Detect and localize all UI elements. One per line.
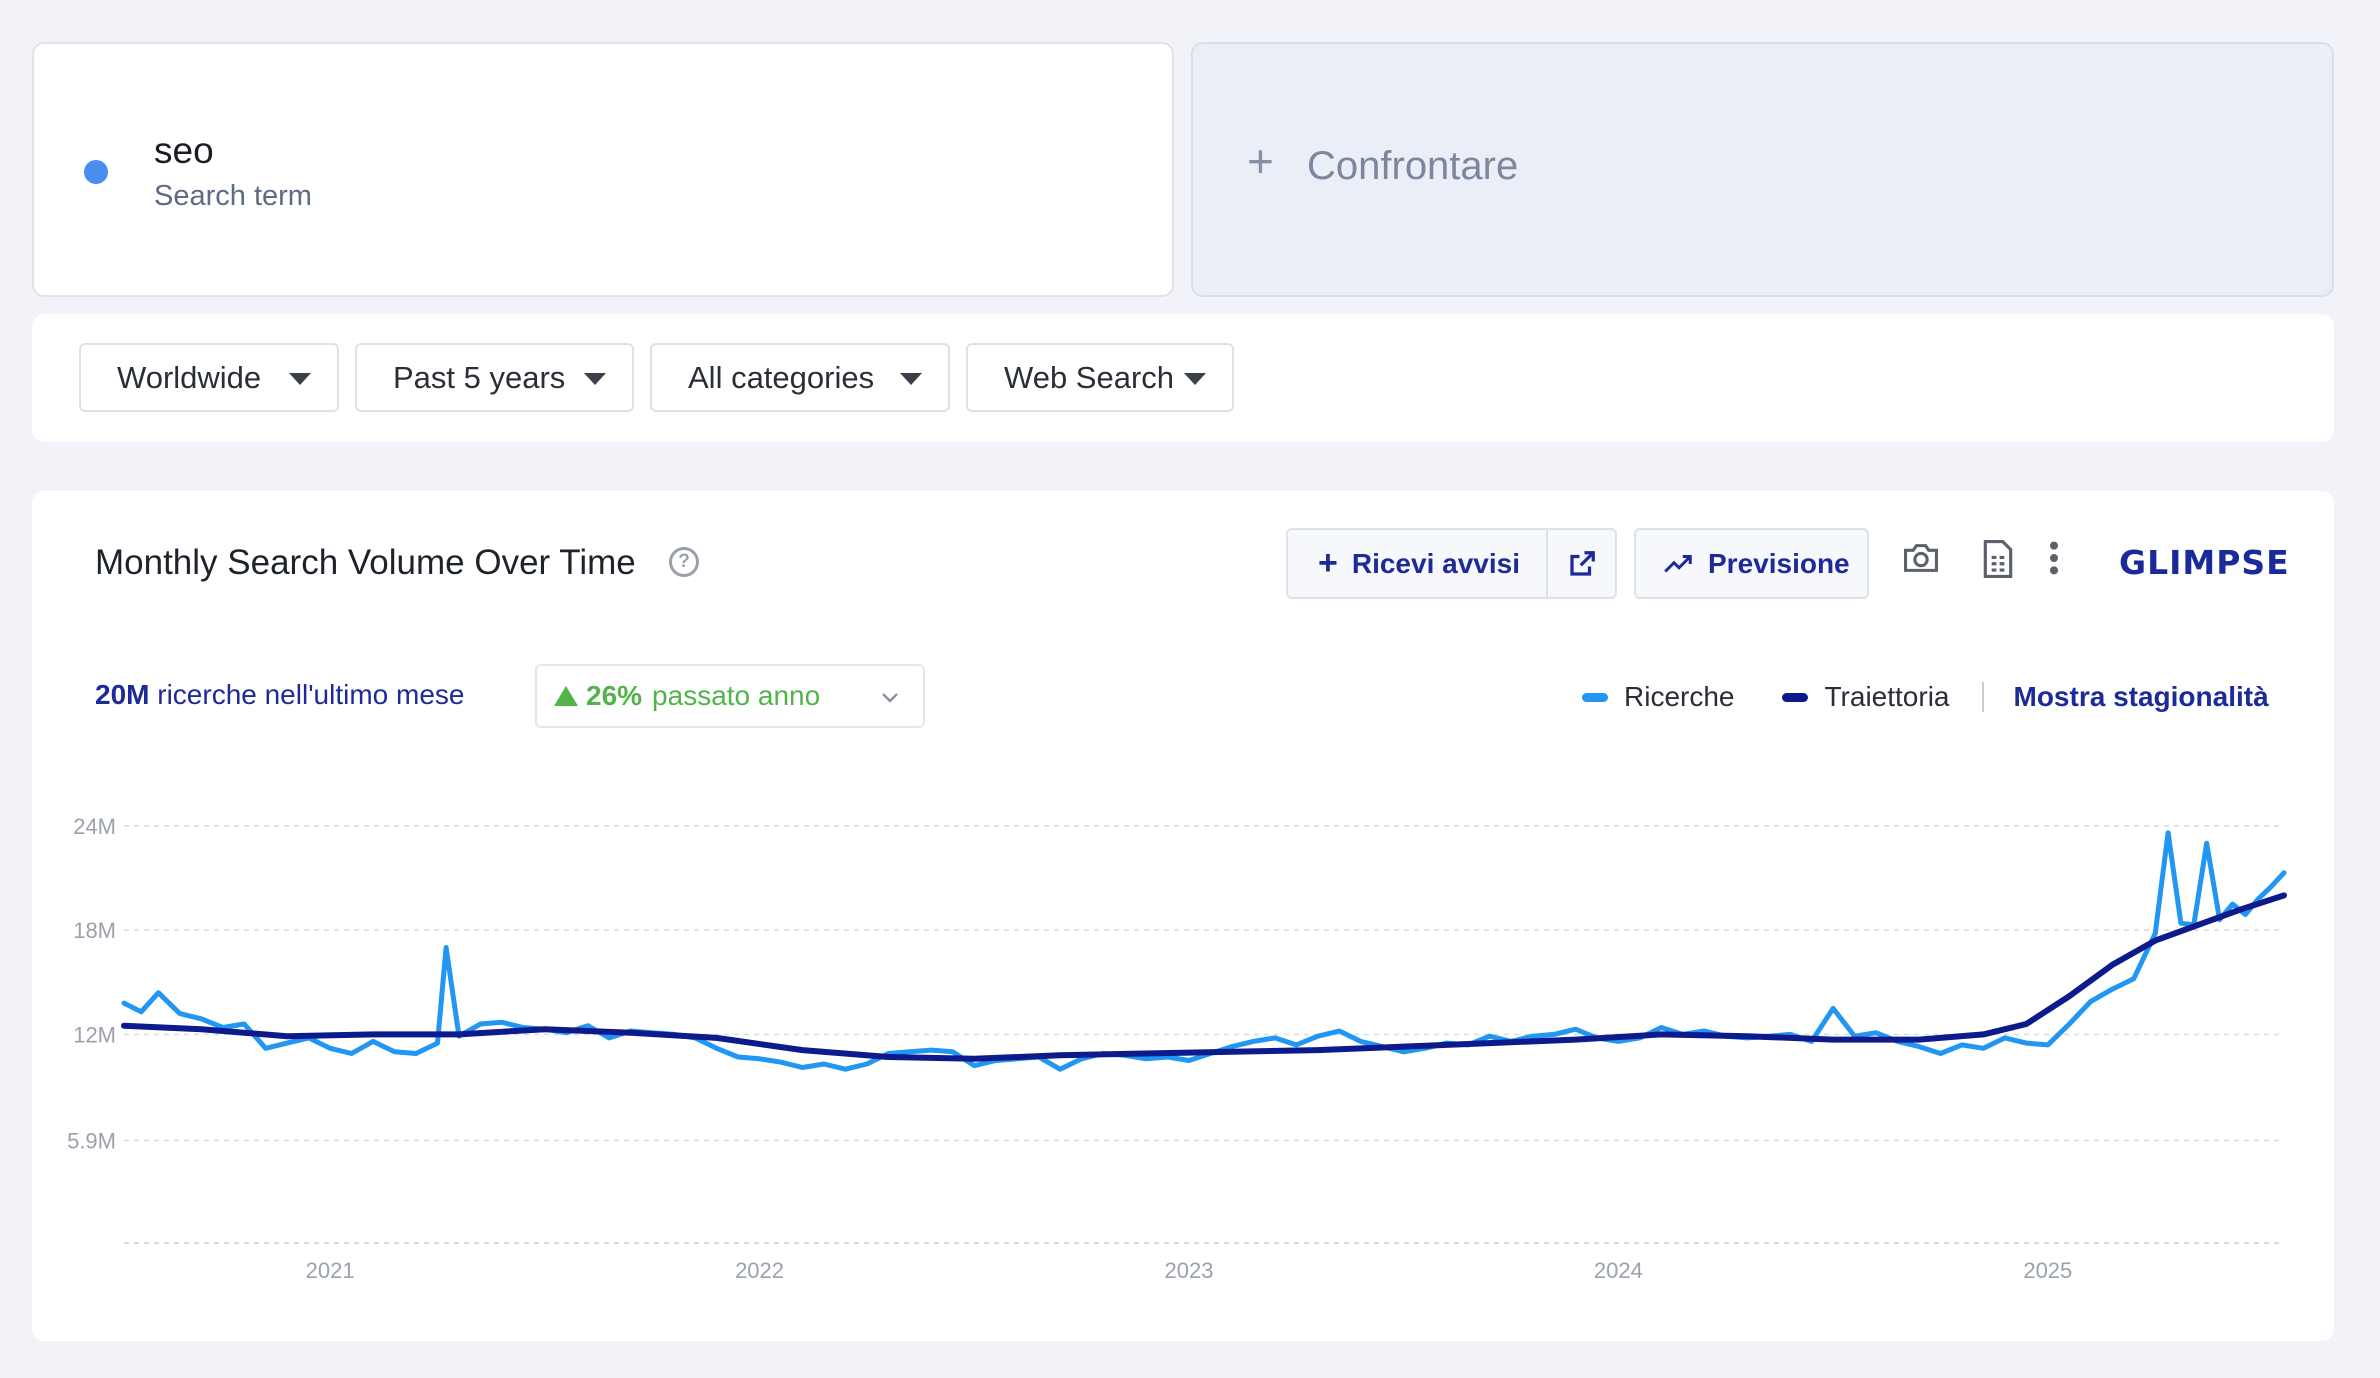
x-tick-label: 2025 [2023,1258,2072,1283]
series-color-dot [84,160,108,184]
legend-swatch-searches [1582,692,1608,702]
forecast-button[interactable]: Previsione [1634,528,1869,599]
chart-lines [121,830,2287,1072]
triangle-up-icon [554,686,578,706]
search-term-card[interactable]: seo Search term [32,42,1174,297]
camera-icon[interactable] [1902,541,1940,580]
show-seasonality-link[interactable]: Mostra stagionalità [2013,681,2269,712]
help-icon[interactable]: ? [669,547,699,577]
y-tick-label: 24M [73,814,116,839]
category-filter-label: All categories [688,359,875,395]
get-alerts-label: Ricevi avvisi [1351,547,1520,579]
x-tick-label: 2022 [735,1258,784,1283]
brand-logo: GLIMPSE [2119,543,2290,582]
alerts-button-group: + Ricevi avvisi [1286,528,1617,599]
y-tick-label: 18M [73,918,116,943]
legend-item-searches[interactable]: Ricerche [1582,681,1734,713]
x-tick-label: 2024 [1594,1258,1643,1283]
chart-title: Monthly Search Volume Over Time [95,543,636,582]
yearly-change-value: 26% [586,680,643,711]
legend-label-trajectory: Traiettoria [1824,681,1950,712]
caret-down-icon [584,373,606,385]
region-filter-label: Worldwide [117,359,262,395]
x-tick-label: 2021 [306,1258,355,1283]
legend-item-trajectory[interactable]: Traiettoria [1782,681,1950,713]
category-filter-dropdown[interactable]: All categories [650,343,950,412]
search-type-filter-dropdown[interactable]: Web Search [966,343,1234,412]
y-tick-label: 5.9M [67,1128,116,1153]
caret-down-icon [900,373,922,385]
external-link-icon [1570,550,1595,576]
external-link-button[interactable] [1548,530,1616,597]
legend-swatch-trajectory [1782,692,1809,702]
document-icon[interactable] [1982,540,2014,583]
monthly-volume-value: 20M [95,679,150,710]
get-alerts-button[interactable]: + Ricevi avvisi [1288,530,1548,597]
plus-icon: + [1247,135,1274,187]
chart-card: 5.9M 12M 18M 24M 2021 2022 2023 2024 2025 Monthl… [32,491,2334,1341]
compare-label: Confrontare [1307,144,1519,188]
caret-down-icon [1184,373,1206,385]
region-filter-dropdown[interactable]: Worldwide [79,343,339,412]
monthly-volume-stat: 20M ricerche nell'ultimo mese [95,679,464,711]
monthly-volume-text: ricerche nell'ultimo mese [149,679,465,710]
search-type-filter-label: Web Search [1004,359,1175,395]
time-range-filter-dropdown[interactable]: Past 5 years [355,343,634,412]
search-term-type: Search term [154,180,312,212]
x-tick-label: 2023 [1164,1258,1213,1283]
forecast-label: Previsione [1708,547,1850,579]
plus-icon: + [1318,544,1338,582]
chart-area: 5.9M 12M 18M 24M 2021 2022 2023 2024 2025 [67,814,2287,1283]
filters-bar: Worldwide Past 5 years All categories We… [32,314,2334,442]
series-line-searches [121,830,2287,1072]
chart-tick-labels: 5.9M 12M 18M 24M 2021 2022 2023 2024 2025 [67,814,2072,1283]
compare-button[interactable]: + Confrontare [1191,42,2334,297]
yearly-change-text: passato anno [652,680,821,711]
caret-down-icon [289,373,311,385]
chevron-down-icon [882,693,898,703]
legend-divider [1981,682,1984,712]
trending-up-icon [1664,554,1692,573]
time-range-filter-label: Past 5 years [393,359,566,395]
chart-legend: Ricerche Traiettoria Mostra stagionalità [1582,681,2269,713]
yearly-change-dropdown[interactable]: 26% passato anno [535,664,925,728]
y-tick-label: 12M [73,1022,116,1047]
more-vertical-icon[interactable] [2048,541,2060,580]
search-term-name[interactable]: seo [154,130,214,171]
series-line-trajectory [121,892,2287,1062]
legend-label-searches: Ricerche [1624,681,1735,712]
